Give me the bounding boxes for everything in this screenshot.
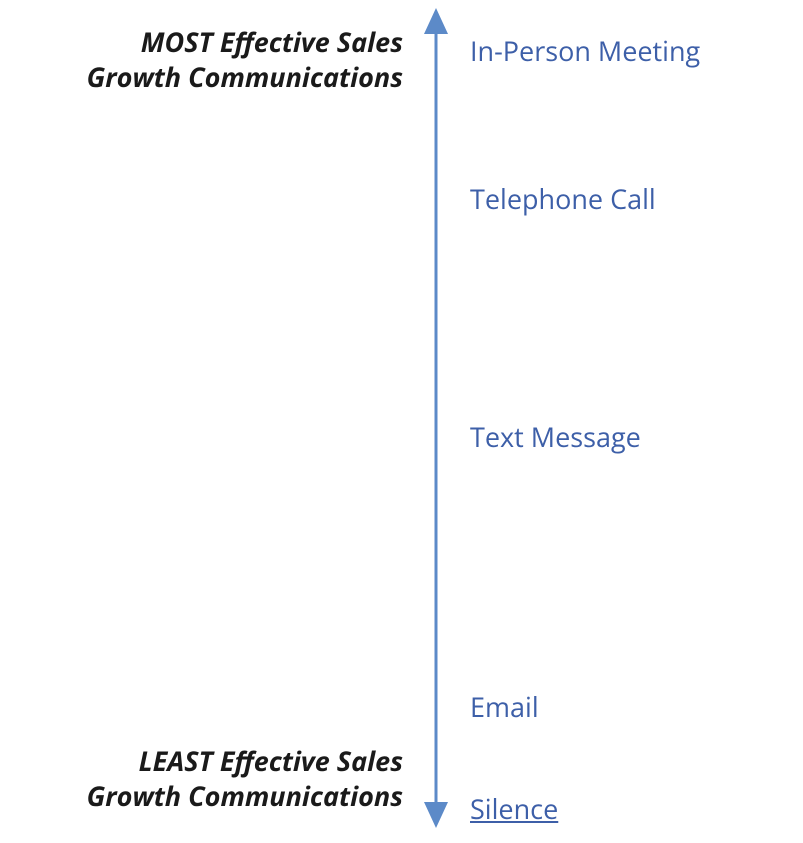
- arrow-container: [420, 8, 452, 828]
- items-container: In-Person Meeting Telephone Call Text Me…: [470, 0, 800, 843]
- item-telephone-call: Telephone Call: [470, 180, 656, 217]
- top-label-line2: Growth Communications: [87, 58, 403, 95]
- item-email: Email: [470, 688, 539, 725]
- item-silence: Silence: [470, 790, 558, 827]
- diagram-container: MOST Effective Sales Growth Communicatio…: [0, 0, 803, 843]
- bottom-label-line2: Growth Communications: [87, 777, 403, 814]
- bottom-label-line1: LEAST Effective Sales: [139, 742, 403, 779]
- bottom-label: LEAST Effective Sales Growth Communicati…: [3, 743, 403, 813]
- top-label-line1: MOST Effective Sales: [141, 23, 403, 60]
- item-text-message: Text Message: [470, 418, 641, 455]
- top-label: MOST Effective Sales Growth Communicatio…: [3, 24, 403, 94]
- item-in-person-meeting: In-Person Meeting: [470, 32, 700, 69]
- double-arrow-icon: [420, 8, 452, 828]
